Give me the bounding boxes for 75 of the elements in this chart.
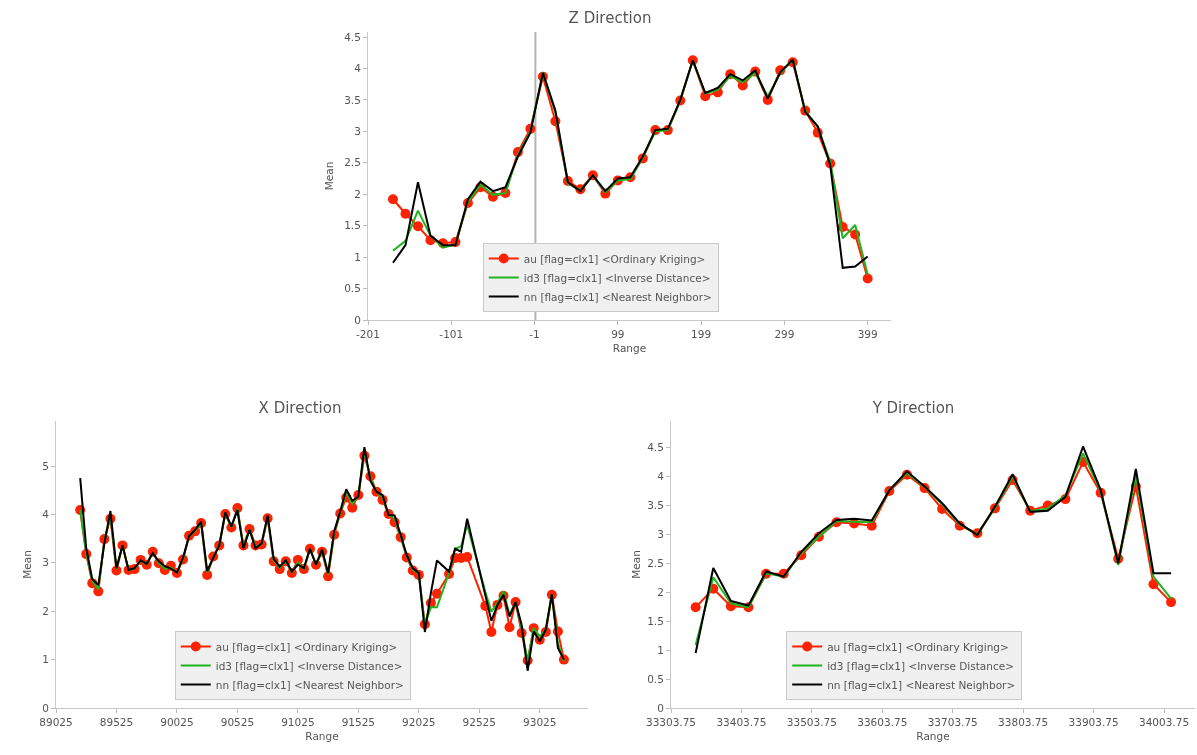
x-tick-label: 90025 (160, 715, 194, 728)
y-tick-label: 2 (354, 187, 361, 200)
y-tick-label: 5 (42, 459, 49, 472)
x-tick-label: 33903.75 (1068, 715, 1119, 728)
point (387, 194, 398, 205)
x-tick-label: -1 (529, 327, 540, 340)
x-tick-label: 199 (691, 327, 712, 340)
x-tick-label: 90525 (220, 715, 255, 728)
y-tick-label: 4.5 (344, 30, 361, 43)
x-tick-label: 89025 (39, 715, 73, 728)
y-tick-label: 3 (657, 528, 664, 541)
legend-label: nn [flag=clx1] <Nearest Neighbor> (523, 290, 712, 303)
chart-title: Y Direction (871, 399, 955, 418)
x-tick-label: 92525 (462, 715, 496, 728)
x-tick-label: 93025 (523, 715, 557, 728)
y-tick-label: 1.5 (647, 614, 664, 627)
x-tick-label: 33603.75 (857, 715, 908, 728)
x-axis-title: Range (612, 342, 647, 355)
x-tick-label: 33703.75 (927, 715, 978, 728)
y-tick-label: 3.5 (647, 499, 664, 512)
y-tick-label: 4 (42, 508, 50, 521)
legend-label: nn [flag=clx1] <Nearest Neighbor> (215, 678, 404, 691)
x-tick-label: 89525 (99, 715, 134, 728)
point (1166, 597, 1177, 608)
y-tick-label: 3.5 (344, 93, 361, 106)
x-tick-label: -101 (439, 327, 464, 340)
y-tick-label: 4 (657, 470, 665, 483)
y-tick-label: 1 (354, 250, 361, 263)
y-tick-label: 0.5 (647, 672, 664, 685)
x-tick-label: 99 (611, 327, 625, 340)
legend-label: id3 [flag=clx1] <Inverse Distance> (827, 659, 1014, 672)
legend-label: au [flag=clx1] <Ordinary Kriging> (523, 252, 706, 265)
x-tick-label: 299 (774, 327, 795, 340)
point (690, 602, 701, 613)
x-tick-label: 399 (857, 327, 878, 340)
y-tick-label: 0 (354, 313, 361, 326)
y-tick-label: 4 (354, 62, 362, 75)
y-axis-title: Mean (323, 161, 336, 191)
point (1148, 579, 1159, 590)
x-tick-label: 33803.75 (998, 715, 1049, 728)
x-axis-title: Range (305, 730, 339, 743)
y-tick-label: 2 (42, 604, 49, 617)
x-tick-label: 91525 (341, 715, 376, 728)
point (412, 221, 423, 232)
legend-label: au [flag=clx1] <Ordinary Kriging> (215, 640, 398, 653)
y-tick-label: 0 (657, 701, 664, 714)
legend-label: nn [flag=clx1] <Nearest Neighbor> (827, 678, 1016, 691)
chart-title: Z Direction (568, 9, 652, 28)
point (400, 208, 411, 219)
y-tick-label: 0.5 (344, 282, 361, 295)
point (862, 273, 873, 284)
x-tick-label: 33303.75 (645, 715, 697, 728)
y-tick-label: 3 (42, 556, 49, 569)
y-tick-label: 2.5 (344, 156, 361, 169)
x-tick-label: 33503.75 (786, 715, 837, 728)
y-tick-label: 3 (354, 125, 361, 138)
x-tick-label: -201 (356, 327, 380, 340)
x-tick-label: 33403.75 (716, 715, 767, 728)
y-tick-label: 1 (42, 653, 49, 666)
y-tick-label: 1 (657, 643, 664, 656)
legend-label: id3 [flag=clx1] <Inverse Distance> (523, 271, 711, 284)
y-tick-label: 1.5 (344, 219, 361, 232)
x-axis-title: Range (916, 730, 950, 743)
y-tick-label: 4.5 (647, 441, 664, 454)
legend-label: id3 [flag=clx1] <Inverse Distance> (215, 659, 403, 672)
x-tick-label: 91025 (281, 715, 315, 728)
legend-label: au [flag=clx1] <Ordinary Kriging> (827, 640, 1009, 653)
y-tick-label: 0 (42, 701, 49, 714)
y-tick-label: 2 (657, 585, 664, 598)
y-axis-title: Mean (21, 550, 34, 579)
x-tick-label: 92025 (402, 715, 436, 728)
y-axis-title: Mean (630, 550, 642, 579)
chart-title: X Direction (258, 399, 342, 418)
y-tick-label: 2.5 (647, 557, 664, 570)
x-tick-label: 34003.75 (1138, 715, 1190, 728)
